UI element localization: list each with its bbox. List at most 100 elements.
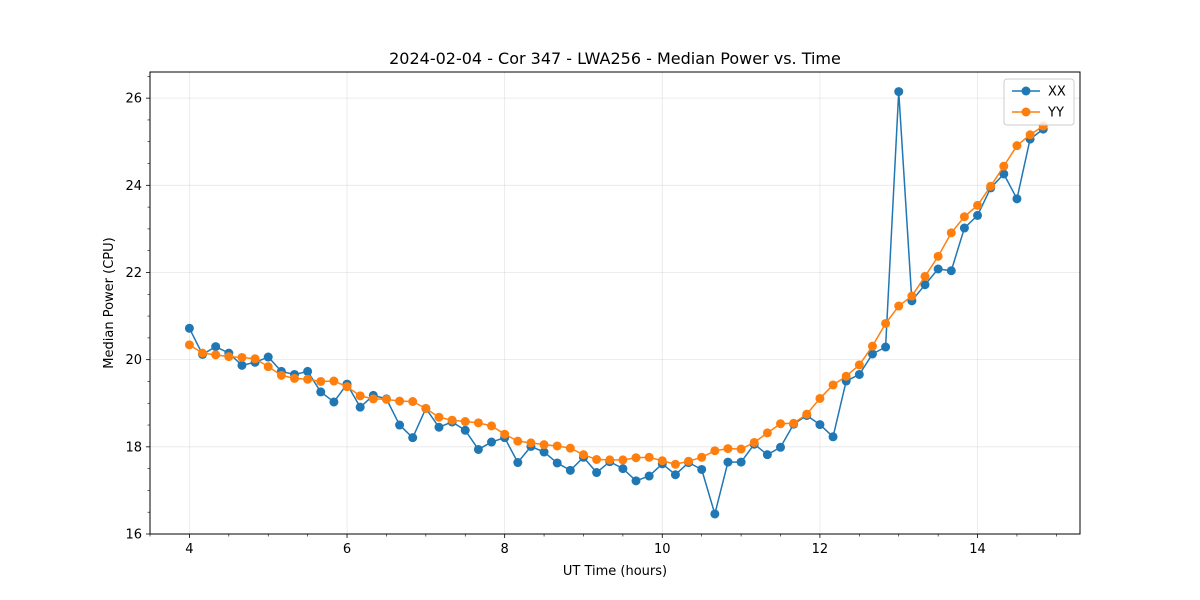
data-point-yy xyxy=(815,393,825,403)
data-point-xx xyxy=(592,468,602,478)
data-point-xx xyxy=(670,470,680,480)
data-point-yy xyxy=(710,446,720,456)
data-point-xx xyxy=(631,476,641,486)
data-point-xx xyxy=(237,360,247,370)
data-point-xx xyxy=(184,323,194,333)
axes-frame xyxy=(149,71,1081,535)
data-point-xx xyxy=(513,458,523,468)
data-point-xx xyxy=(434,422,444,432)
data-point-yy xyxy=(329,376,339,386)
data-point-xx xyxy=(395,420,405,430)
data-point-yy xyxy=(1012,141,1022,151)
data-point-yy xyxy=(198,348,208,358)
data-point-yy xyxy=(605,455,615,465)
legend-item-yy: YY xyxy=(1012,106,1064,121)
data-point-yy xyxy=(316,376,326,386)
legend-marker xyxy=(1021,86,1031,96)
data-point-xx xyxy=(867,349,877,359)
x-tick-label: 6 xyxy=(343,542,351,557)
data-point-yy xyxy=(408,397,418,407)
data-point-yy xyxy=(473,418,483,428)
data-point-xx xyxy=(618,464,628,474)
data-point-xx xyxy=(211,342,221,352)
data-point-yy xyxy=(684,456,694,466)
data-point-yy xyxy=(762,428,772,438)
data-point-yy xyxy=(1025,130,1035,140)
data-point-yy xyxy=(959,212,969,222)
data-point-yy xyxy=(250,354,260,364)
legend-label: YY xyxy=(1047,106,1064,121)
data-point-xx xyxy=(355,402,365,412)
data-point-yy xyxy=(592,454,602,464)
data-point-yy xyxy=(263,362,273,372)
data-point-xx xyxy=(1012,194,1022,204)
data-point-xx xyxy=(552,458,562,468)
y-axis-label: Median Power (CPU) xyxy=(102,237,117,368)
x-tick-label: 4 xyxy=(185,542,193,557)
data-point-xx xyxy=(736,457,746,467)
data-point-yy xyxy=(276,370,286,380)
data-point-yy xyxy=(986,181,996,191)
y-tick-label: 16 xyxy=(125,528,142,543)
data-point-yy xyxy=(933,251,943,261)
data-point-yy xyxy=(881,318,891,328)
legend-item-xx: XX xyxy=(1012,85,1066,100)
data-point-yy xyxy=(657,456,667,466)
data-point-yy xyxy=(565,443,575,453)
data-point-yy xyxy=(749,437,759,447)
data-point-xx xyxy=(263,352,273,362)
data-point-yy xyxy=(828,380,838,390)
y-tick-label: 20 xyxy=(125,353,142,368)
data-point-yy xyxy=(368,394,378,404)
data-point-yy xyxy=(946,228,956,238)
y-tick-label: 18 xyxy=(125,440,142,455)
data-point-xx xyxy=(776,442,786,452)
legend-marker xyxy=(1021,107,1031,117)
data-point-xx xyxy=(933,264,943,274)
data-point-yy xyxy=(736,444,746,454)
data-point-yy xyxy=(539,440,549,450)
data-point-yy xyxy=(644,452,654,462)
data-point-yy xyxy=(303,374,313,384)
data-point-xx xyxy=(894,87,904,97)
data-point-yy xyxy=(894,301,904,311)
data-point-xx xyxy=(946,266,956,276)
series-layer xyxy=(184,87,1048,519)
data-point-xx xyxy=(565,465,575,475)
data-point-yy xyxy=(237,352,247,362)
ticks: 4 6 8 10 12 14 16 18 20 22 24 26 xyxy=(125,76,1057,557)
data-point-yy xyxy=(776,419,786,429)
data-point-xx xyxy=(408,433,418,443)
data-point-yy xyxy=(670,459,680,469)
data-point-xx xyxy=(644,471,654,481)
data-point-xx xyxy=(473,444,483,454)
data-point-yy xyxy=(447,415,457,425)
data-point-yy xyxy=(460,417,470,427)
data-point-xx xyxy=(316,387,326,397)
x-tick-label: 12 xyxy=(812,542,829,557)
data-point-xx xyxy=(723,457,733,467)
data-point-yy xyxy=(421,403,431,413)
series-yy xyxy=(184,121,1048,469)
data-point-yy xyxy=(723,444,733,454)
data-point-xx xyxy=(460,425,470,435)
data-point-yy xyxy=(289,373,299,383)
data-point-yy xyxy=(789,418,799,428)
data-point-yy xyxy=(618,455,628,465)
x-axis-label: UT Time (hours) xyxy=(563,564,667,579)
data-point-yy xyxy=(999,161,1009,171)
data-point-yy xyxy=(434,412,444,422)
data-point-yy xyxy=(500,429,510,439)
data-point-xx xyxy=(303,366,313,376)
y-tick-label: 24 xyxy=(125,179,142,194)
data-point-yy xyxy=(841,371,851,381)
data-point-yy xyxy=(513,436,523,446)
data-point-xx xyxy=(487,437,497,447)
data-point-yy xyxy=(355,391,365,401)
data-point-yy xyxy=(395,396,405,406)
data-point-yy xyxy=(211,350,221,360)
x-tick-label: 10 xyxy=(654,542,671,557)
x-tick-label: 14 xyxy=(969,542,986,557)
data-point-yy xyxy=(578,450,588,460)
